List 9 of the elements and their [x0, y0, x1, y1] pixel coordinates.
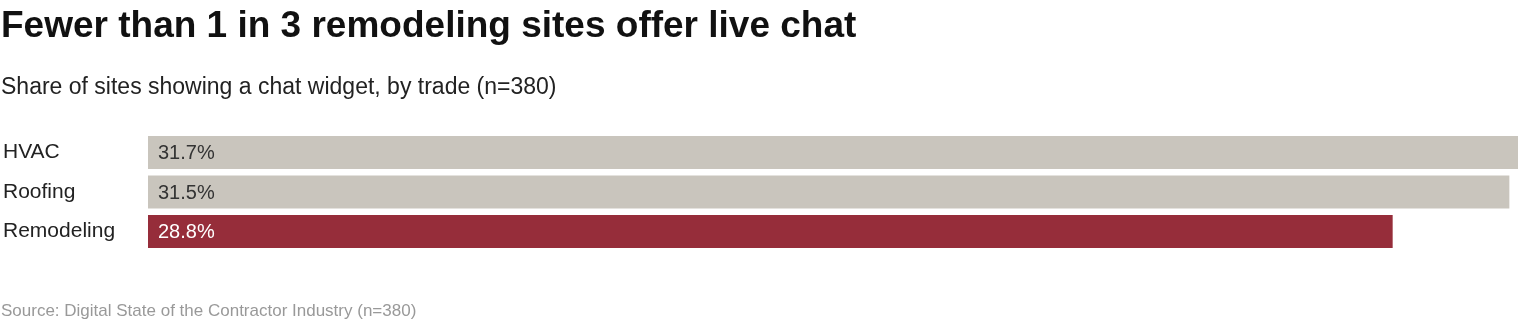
chart-subtitle: Share of sites showing a chat widget, by trade (n=380) — [1, 73, 557, 100]
data-label: 31.7% — [158, 140, 215, 163]
data-label: 31.5% — [158, 180, 215, 203]
chart-title: Fewer than 1 in 3 remodeling sites offer live chat — [1, 4, 857, 46]
y-tick-label: HVAC — [3, 139, 60, 163]
y-tick-label: Remodeling — [3, 218, 116, 242]
y-tick-label: Roofing — [3, 178, 76, 202]
data-label: 28.8% — [158, 220, 215, 243]
source-note: Source: Digital State of the Contractor Industry (n=380) — [1, 301, 417, 321]
